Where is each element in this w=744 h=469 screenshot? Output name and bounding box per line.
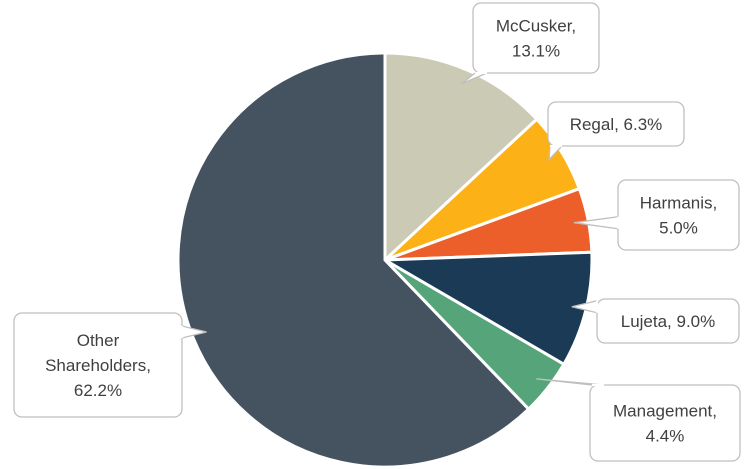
data-label-text: McCusker, — [496, 17, 576, 36]
callout-pointer — [548, 145, 563, 162]
data-label-text: 13.1% — [512, 42, 560, 61]
callout-box — [617, 179, 740, 251]
callout-pointer — [461, 72, 488, 85]
data-label-callouts: McCusker, 13.1% Regal, 6.3% Harmanis, 5.0% Lu… — [13, 2, 741, 462]
data-label-text: 5.0% — [659, 219, 698, 238]
callout-box — [547, 101, 685, 147]
data-label-text: Harmanis, — [640, 194, 717, 213]
callout-box — [589, 384, 741, 462]
data-label-harmanis: Harmanis, 5.0% — [573, 179, 740, 251]
data-label-other-shareholders: Other Shareholders, 62.2% — [13, 312, 207, 418]
data-label-text: 62.2% — [74, 381, 122, 400]
data-label-text: Shareholders, — [45, 356, 151, 375]
callout-pointer — [573, 216, 619, 230]
callout-pointer — [571, 300, 598, 314]
data-label-text: Other — [77, 331, 120, 350]
data-label-text: Management, — [613, 402, 717, 421]
data-label-mccusker: McCusker, 13.1% — [461, 2, 600, 85]
pie-slices — [176, 51, 594, 469]
data-label-regal: Regal, 6.3% — [547, 101, 685, 162]
pie-slice-other-shareholders — [176, 51, 531, 469]
pie-slice-mccusker — [383, 51, 539, 264]
data-label-text: Lujeta, 9.0% — [621, 312, 716, 331]
callout-box — [472, 2, 600, 74]
data-label-text: 4.4% — [646, 427, 685, 446]
data-label-text: Regal, 6.3% — [570, 115, 663, 134]
callout-pointer — [536, 378, 605, 386]
data-label-lujeta: Lujeta, 9.0% — [571, 298, 740, 344]
callout-box — [13, 312, 183, 418]
callout-box — [596, 298, 740, 344]
callout-pointer — [181, 325, 207, 339]
data-label-management: Management, 4.4% — [536, 378, 741, 462]
